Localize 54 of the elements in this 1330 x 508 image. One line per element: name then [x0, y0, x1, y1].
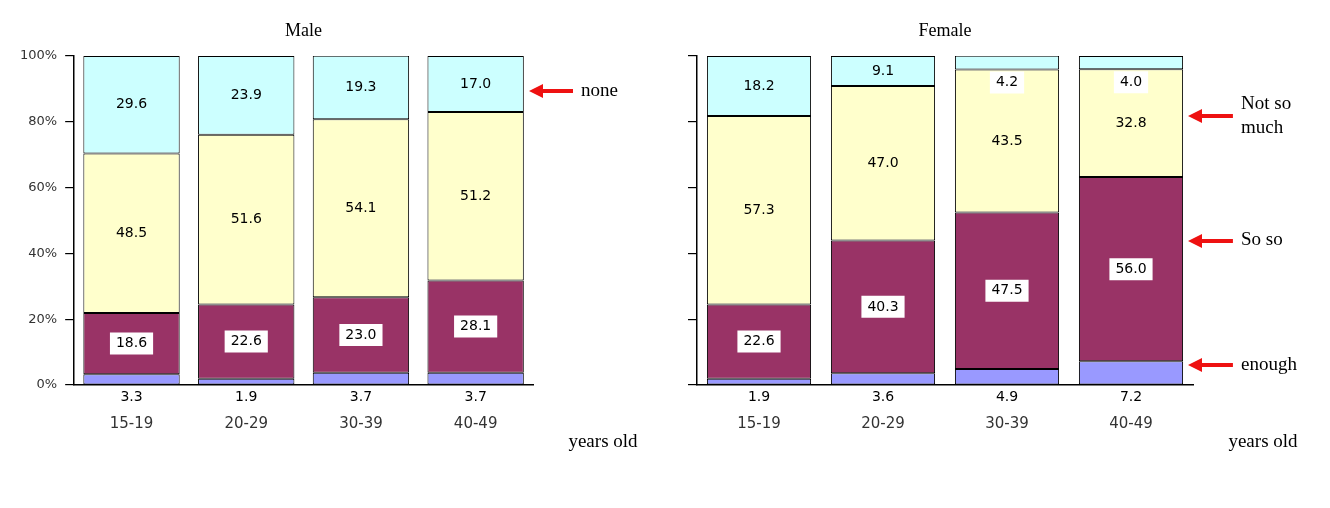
data-label: 56.0	[1115, 259, 1147, 276]
text: Not so much	[1241, 91, 1292, 137]
data-label: 54.1	[345, 198, 377, 215]
text: So so	[1241, 228, 1283, 250]
y-tick-label: 80%	[28, 113, 58, 129]
x-tick-label: 40-49	[453, 413, 498, 432]
data-label: 3.7	[349, 388, 373, 405]
x-axis-title: years old	[1228, 430, 1299, 451]
data-label: 3.6	[871, 388, 895, 405]
y-tick-label: 100%	[19, 47, 58, 63]
data-label: 4.0	[1119, 72, 1143, 89]
data-label: 22.6	[230, 332, 262, 349]
data-label: 40.3	[867, 297, 899, 314]
x-tick-label: 15-19	[737, 413, 781, 432]
data-label: 32.8	[1115, 113, 1147, 130]
data-label: 48.5	[115, 223, 148, 240]
data-label: 43.5	[991, 131, 1023, 148]
data-label: 23.9	[230, 85, 262, 102]
x-tick-label: 40-49	[1109, 413, 1153, 432]
x-tick-label: 30-39	[985, 413, 1029, 432]
x-tick-label: 20-29	[224, 413, 269, 432]
data-label: 4.2	[995, 73, 1019, 90]
chart-title: Male	[285, 20, 323, 40]
x-axis-title: years old	[568, 430, 639, 451]
data-label: 7.2	[1119, 388, 1143, 405]
data-label: 9.1	[871, 61, 895, 78]
data-label: 47.0	[867, 153, 899, 170]
x-tick-label: 30-39	[339, 413, 383, 432]
y-tick-label: 60%	[28, 178, 58, 194]
data-label: 22.6	[743, 332, 775, 349]
data-label: 28.1	[460, 317, 492, 334]
data-label: 18.6	[115, 334, 148, 351]
data-label: 1.9	[747, 388, 771, 405]
data-label: 19.3	[345, 78, 377, 95]
y-tick-label: 0%	[36, 376, 58, 392]
x-tick-label: 20-29	[861, 413, 905, 432]
data-label: 47.5	[991, 281, 1023, 298]
y-tick-label: 40%	[28, 244, 58, 260]
data-label: 1.9	[235, 388, 258, 405]
text: none	[581, 78, 618, 100]
chart-title: Female	[918, 20, 972, 40]
data-label: 4.9	[995, 388, 1019, 405]
y-tick-label: 20%	[28, 310, 58, 326]
data-label: 3.3	[120, 388, 143, 405]
x-tick-label: 15-19	[109, 413, 154, 432]
data-label: 51.2	[460, 186, 492, 203]
data-label: 17.0	[460, 74, 492, 91]
data-label: 18.2	[743, 76, 775, 93]
data-label: 51.6	[230, 210, 262, 227]
text: enough	[1241, 352, 1298, 374]
data-label: 3.7	[464, 388, 487, 405]
data-label: 29.6	[115, 95, 148, 112]
data-label: 23.0	[345, 325, 377, 342]
data-label: 57.3	[743, 200, 775, 217]
